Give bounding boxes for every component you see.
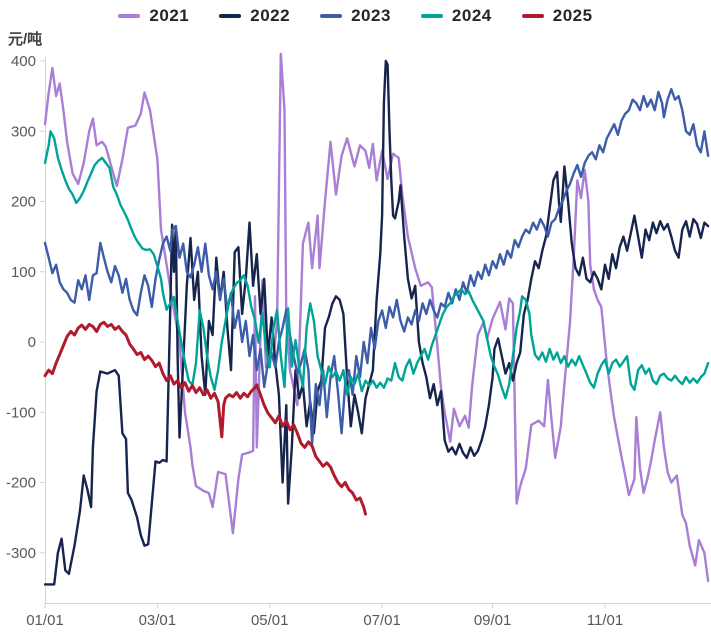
chart-legend: 2021 2022 2023 2024 2025 — [0, 6, 711, 26]
legend-item-2024[interactable]: 2024 — [420, 6, 492, 26]
y-tick-label: 100 — [11, 264, 36, 281]
y-tick-label: 0 — [28, 334, 36, 351]
legend-color-dash — [219, 14, 242, 18]
series-line-2025 — [43, 320, 367, 516]
legend-color-dash — [420, 14, 443, 18]
legend-item-2023[interactable]: 2023 — [320, 6, 391, 26]
legend-color-dash — [521, 14, 544, 18]
legend-color-dash — [118, 14, 141, 18]
x-tick-label: 01/01 — [26, 612, 64, 629]
y-tick-label: -300 — [6, 545, 36, 562]
legend-color-dash — [320, 14, 343, 18]
y-tick-label: 200 — [11, 194, 36, 211]
legend-item-label: 2023 — [351, 6, 391, 25]
legend-item-label: 2024 — [451, 6, 492, 25]
series-line-2022 — [43, 59, 710, 586]
legend-item-label: 2022 — [250, 6, 291, 25]
y-tick-label: 300 — [11, 123, 36, 140]
legend-item-2021[interactable]: 2021 — [118, 6, 189, 26]
series-line-2023 — [43, 87, 710, 446]
series-line-2024 — [43, 130, 710, 400]
x-tick-label: 09/01 — [474, 612, 512, 629]
legend-item-label: 2021 — [149, 6, 190, 25]
legend-item-label: 2025 — [552, 6, 593, 25]
y-tick-label: -200 — [6, 475, 36, 492]
y-tick-label: 400 — [11, 53, 36, 70]
legend-item-2022[interactable]: 2022 — [219, 6, 290, 26]
legend-item-2025[interactable]: 2025 — [521, 6, 593, 26]
y-tick-label: -100 — [6, 404, 36, 421]
x-tick-label: 05/01 — [251, 612, 289, 629]
x-tick-label: 11/01 — [587, 612, 623, 629]
x-tick-label: 07/01 — [363, 612, 401, 629]
x-tick-label: 03/01 — [139, 612, 177, 629]
y-axis-unit-label: 元/吨 — [8, 31, 43, 48]
